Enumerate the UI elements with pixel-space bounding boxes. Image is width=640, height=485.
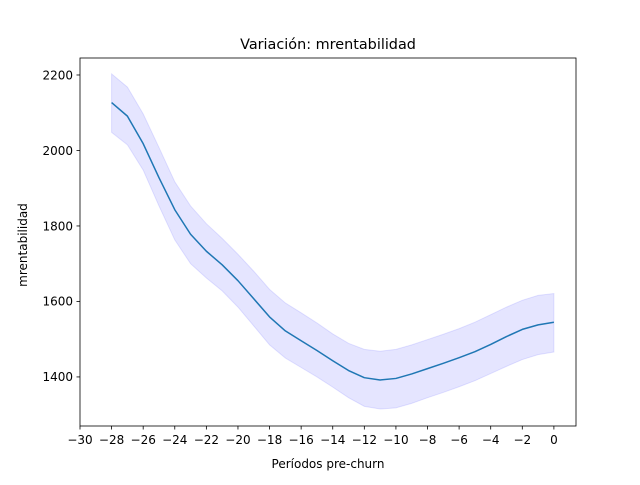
x-tick-label: −10 xyxy=(383,433,408,447)
y-axis-title: mrentabilidad xyxy=(16,203,30,287)
x-tick-label: −24 xyxy=(162,433,187,447)
x-tick-label: −22 xyxy=(194,433,219,447)
x-tick-label: −6 xyxy=(450,433,468,447)
x-tick-label: −4 xyxy=(482,433,500,447)
chart-title: Variación: mrentabilidad xyxy=(240,37,416,53)
x-tick-label: −20 xyxy=(225,433,250,447)
x-tick-label: −8 xyxy=(419,433,437,447)
confidence-band xyxy=(111,72,555,410)
series-line xyxy=(111,101,555,381)
y-tick-label: 1800 xyxy=(42,219,73,233)
x-tick-label: 0 xyxy=(550,433,558,447)
x-axis: −30 −28 −26 −24 −22 −20 −18 −16 −14 −12 −10 −8 −6 −4−… xyxy=(67,426,558,447)
y-tick-label: 1400 xyxy=(42,370,73,384)
y-tick-label: 2000 xyxy=(42,144,73,158)
y-tick-label: 1600 xyxy=(42,295,73,309)
y-axis: 1400 1600 1800 2000 2200 xyxy=(42,68,80,384)
axes-frame xyxy=(79,57,577,427)
x-tick-label: −18 xyxy=(257,433,282,447)
x-tick-label: −30 xyxy=(67,433,92,447)
x-tick-label: −14 xyxy=(320,433,345,447)
x-tick-label: −12 xyxy=(352,433,377,447)
plot-area xyxy=(111,72,555,410)
x-axis-title: Períodos pre-churn xyxy=(272,457,385,471)
x-tick-label: −2 xyxy=(513,433,531,447)
x-tick-label: −26 xyxy=(131,433,156,447)
x-tick-label: −28 xyxy=(99,433,124,447)
y-tick-label: 2200 xyxy=(42,68,73,82)
x-tick-label: −16 xyxy=(288,433,313,447)
